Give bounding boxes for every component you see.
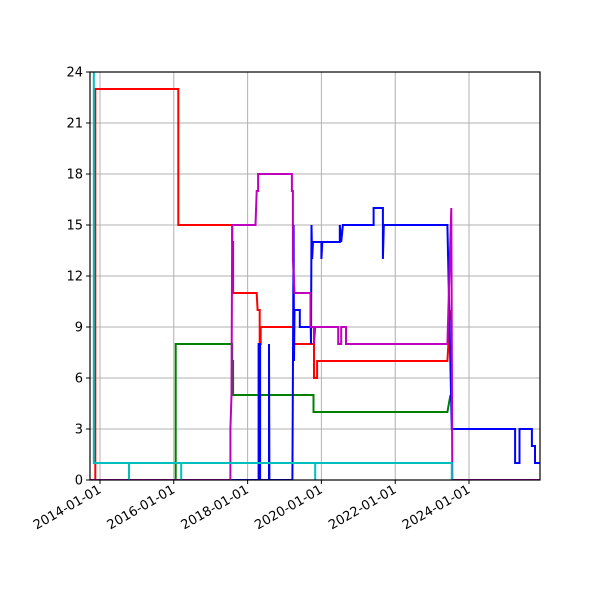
x-tick-label: 2024-01-01: [400, 482, 473, 533]
series-magenta: [90, 173, 540, 480]
x-tick-label: 2014-01-01: [31, 482, 104, 533]
y-tick-label: 6: [75, 372, 83, 387]
series-group: [90, 72, 540, 480]
y-tick-label: 21: [66, 117, 83, 132]
y-tick-label: 9: [75, 321, 83, 336]
y-tick-label: 3: [75, 423, 83, 438]
series-blue: [230, 207, 540, 480]
y-tick-label: 24: [66, 66, 83, 81]
y-tick-label: 18: [66, 168, 83, 183]
series-green: [174, 343, 452, 480]
x-tick-label: 2018-01-01: [179, 482, 252, 533]
x-tick-label: 2020-01-01: [252, 482, 325, 533]
series-red: [94, 88, 452, 480]
y-tick-label: 0: [75, 474, 83, 489]
y-tick-label: 15: [66, 219, 83, 234]
x-tick-label: 2022-01-01: [326, 482, 399, 533]
grid-lines: [90, 71, 540, 481]
y-tick-label: 12: [66, 270, 83, 285]
x-axis-ticks: 2014-01-01 2016-01-01 2018-01-01 2020-01-01…: [31, 480, 473, 533]
series-cyan: [92, 72, 453, 480]
x-tick-label: 2016-01-01: [105, 482, 178, 533]
y-axis-ticks: 0 3 6 9 12 15 18 21 24: [66, 66, 90, 489]
